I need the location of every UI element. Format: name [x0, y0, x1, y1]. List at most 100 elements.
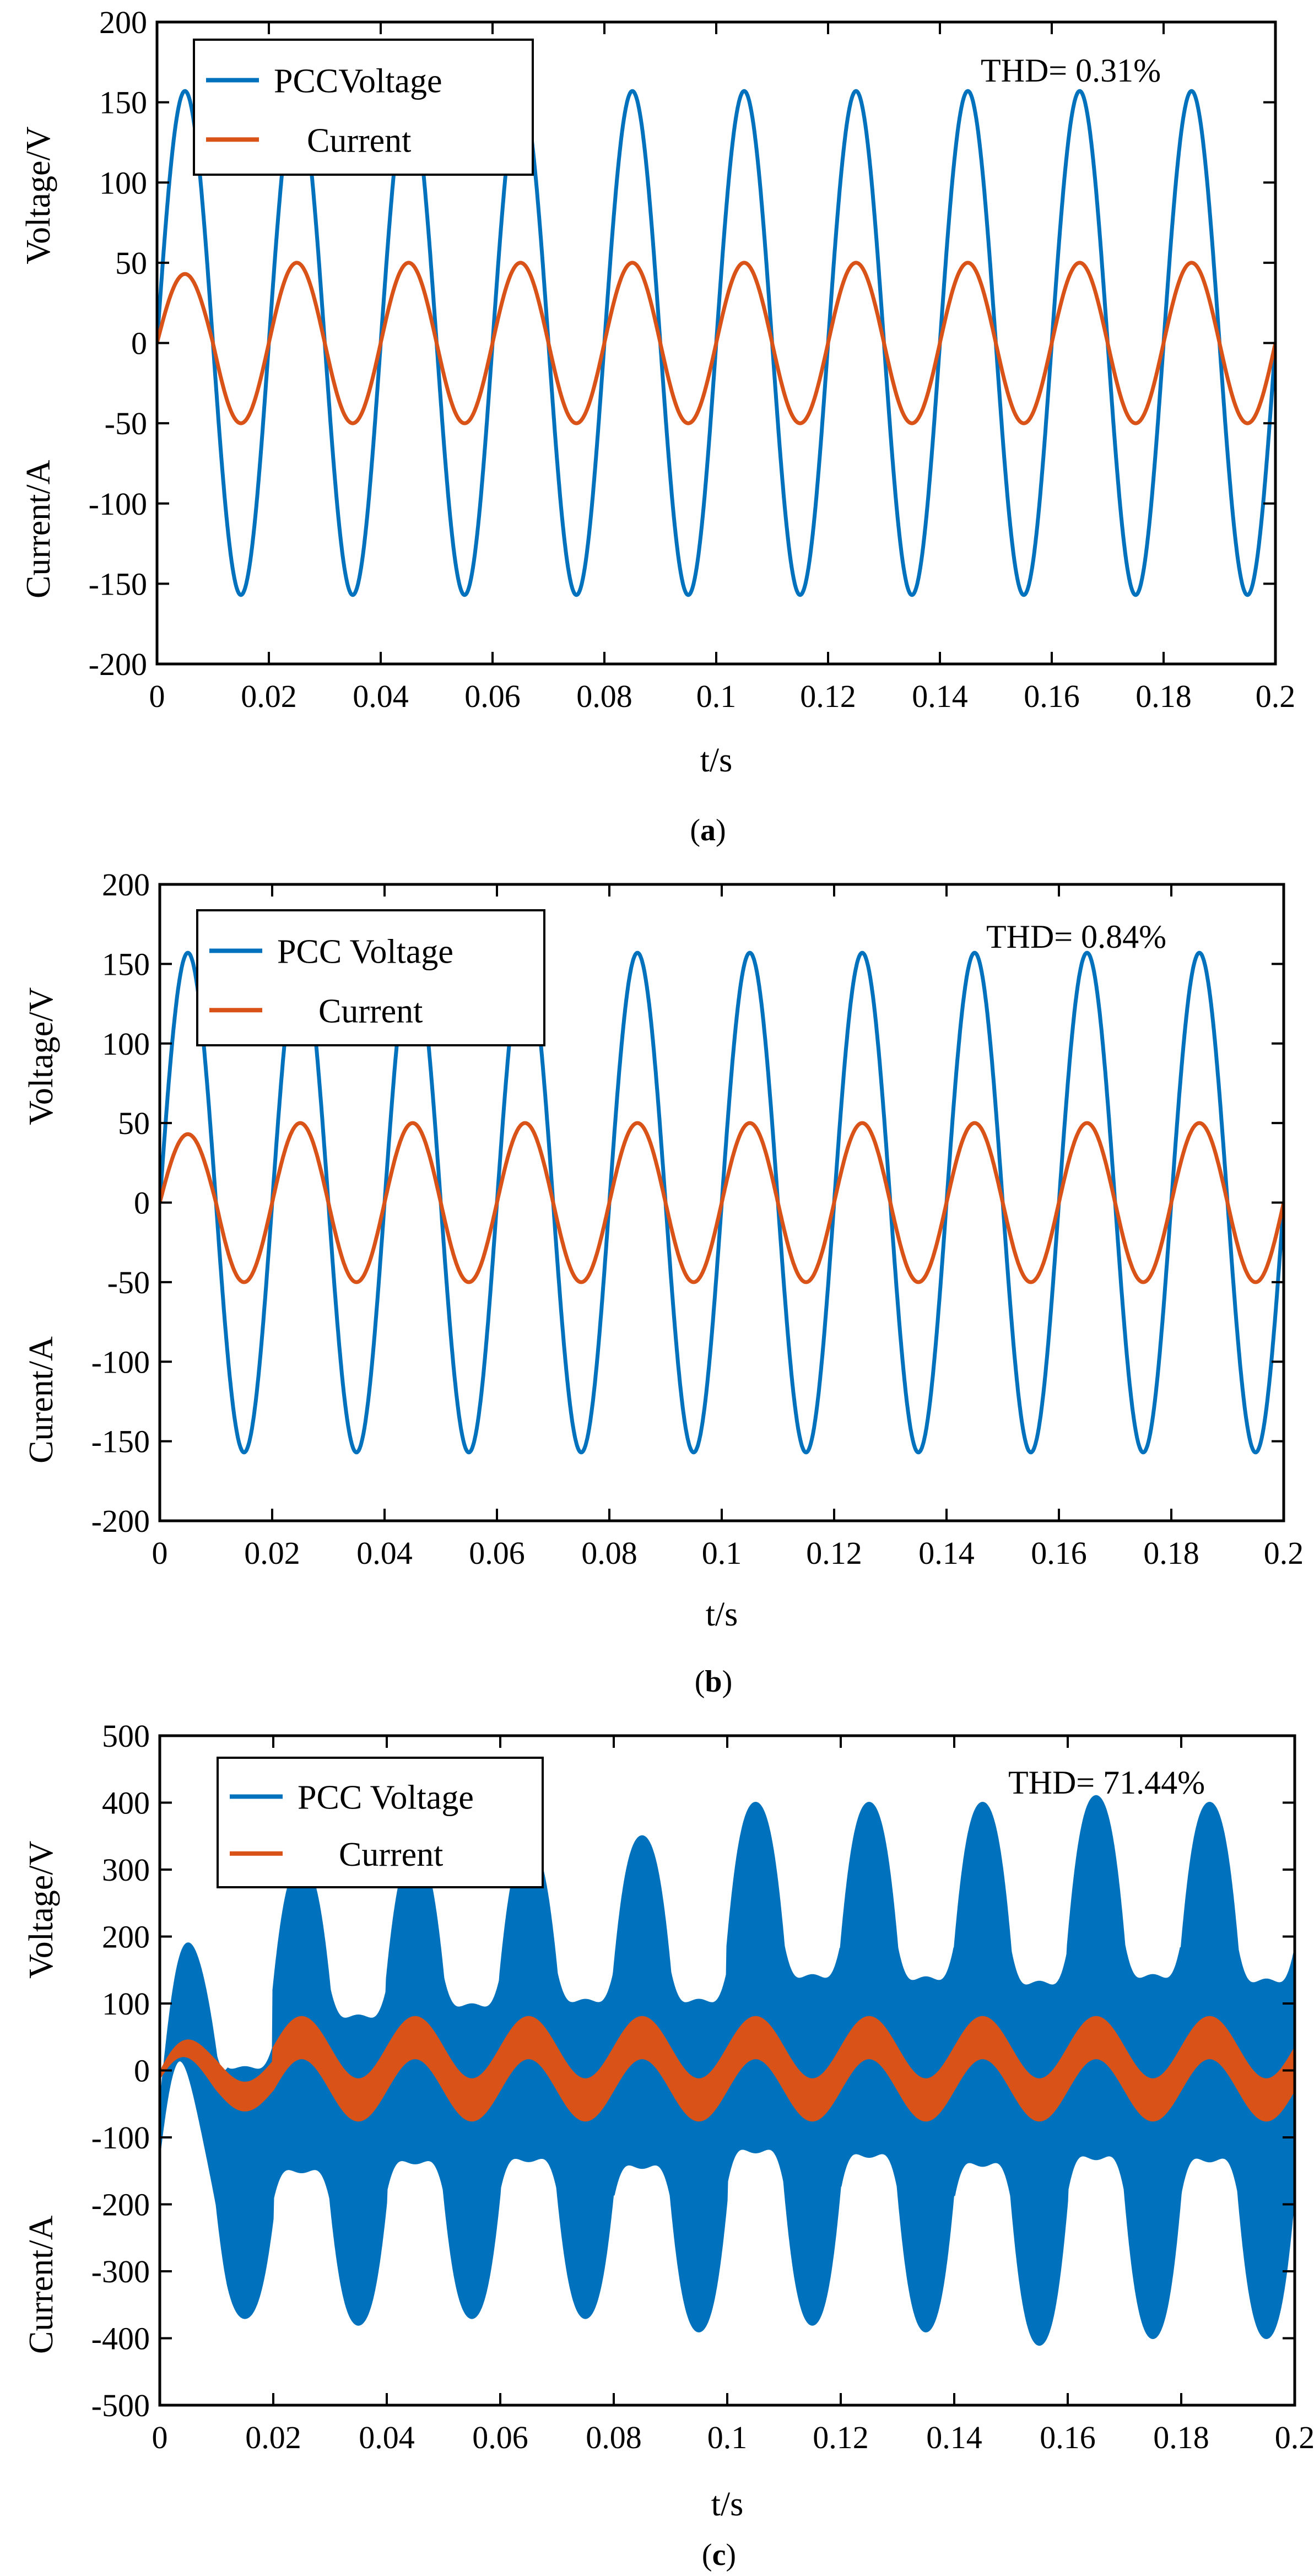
x-tick-label: 0.02 — [241, 678, 297, 714]
x-tick-label: 0.04 — [353, 678, 409, 714]
legend: PCC Voltage Current — [217, 1757, 544, 1888]
legend-box — [193, 39, 534, 176]
y-tick-label: 0 — [134, 1185, 150, 1221]
series-current — [157, 261, 1275, 425]
y-tick-label: 0 — [134, 2053, 150, 2089]
panel-caption: (c) — [702, 2538, 736, 2572]
y-tick-label: -300 — [91, 2254, 150, 2289]
legend: PCC Voltage Current — [196, 909, 545, 1046]
x-tick-label: 0.02 — [244, 1535, 300, 1571]
caption-letter: b — [705, 1665, 722, 1699]
y-tick-label: 200 — [102, 867, 150, 903]
caption-letter: a — [700, 813, 716, 847]
x-tick-label: 0 — [152, 2420, 168, 2455]
caption-letter: c — [712, 2538, 726, 2572]
y-axis-title: Voltage/V Curent/A — [23, 987, 60, 1463]
y-tick-label: -150 — [89, 566, 147, 602]
x-tick-label: 0.14 — [912, 678, 968, 714]
y-tick-label: -100 — [91, 1344, 150, 1380]
current-curve — [160, 2016, 1295, 2122]
x-tick-label: 0.02 — [245, 2420, 301, 2455]
thd-annotation: THD= 0.84% — [986, 919, 1166, 955]
y-tick-label: 400 — [102, 1785, 150, 1821]
y-tick-label: 50 — [118, 1105, 150, 1141]
legend-label-current: Current — [318, 992, 423, 1030]
caption-close-paren: ) — [726, 2538, 736, 2572]
legend-label-voltage: PCCVoltage — [274, 63, 442, 100]
y-tick-label: 100 — [99, 165, 147, 201]
x-tick-label: 0.2 — [1264, 1535, 1304, 1571]
y-tick-label: 500 — [102, 1718, 150, 1754]
panel-caption: (b) — [695, 1665, 732, 1699]
y-tick-label: 100 — [102, 1026, 150, 1062]
y-tick-label: -100 — [91, 2120, 150, 2156]
y-axis-title-voltage: Voltage/V — [20, 126, 57, 264]
y-tick-label: 200 — [102, 1919, 150, 1955]
y-axis-ticks: 200 150 100 50 0 -50 -100 -150 -200 — [91, 867, 1284, 1539]
y-axis-title-voltage: Voltage/V — [23, 987, 60, 1125]
thd-annotation: THD= 71.44% — [1008, 1764, 1205, 1801]
panel-caption: (a) — [690, 813, 726, 847]
legend-label-current: Current — [339, 1836, 443, 1873]
legend: PCCVoltage Current — [193, 39, 534, 176]
x-axis-ticks: 0 0.02 0.04 0.06 0.08 0.1 0.12 0.14 0.16 0.18 0.2 — [149, 22, 1295, 714]
y-tick-label: -400 — [91, 2321, 150, 2357]
x-tick-label: 0.16 — [1031, 1535, 1087, 1571]
x-tick-label: 0.04 — [359, 2420, 415, 2455]
x-tick-label: 0.18 — [1143, 1535, 1199, 1571]
x-tick-label: 0.12 — [813, 2420, 869, 2455]
thd-annotation: THD= 0.31% — [981, 52, 1161, 89]
x-tick-label: 0.18 — [1153, 2420, 1209, 2455]
current-curve — [160, 1121, 1284, 1284]
x-tick-label: 0.06 — [464, 678, 521, 714]
x-tick-label: 0.2 — [1275, 2420, 1314, 2455]
legend-box — [217, 1757, 544, 1888]
x-tick-label: 0.18 — [1135, 678, 1192, 714]
x-tick-label: 0.12 — [800, 678, 856, 714]
y-tick-label: -50 — [105, 406, 147, 441]
y-tick-label: 200 — [99, 4, 147, 40]
y-axis-title-current: Current/A — [20, 460, 57, 598]
x-axis-title: t/s — [711, 2486, 744, 2523]
x-tick-label: 0.06 — [469, 1535, 525, 1571]
x-tick-label: 0 — [149, 678, 165, 714]
legend-label-voltage: PCC Voltage — [298, 1779, 474, 1817]
x-tick-label: 0.1 — [696, 678, 737, 714]
series-current — [160, 2016, 1295, 2122]
y-tick-label: 0 — [131, 326, 147, 361]
caption-close-paren: ) — [722, 1665, 733, 1699]
current-curve — [157, 261, 1275, 425]
plot-area — [160, 951, 1284, 1455]
y-axis-title-current: Current/A — [23, 2215, 60, 2354]
y-axis-title-voltage: Voltage/V — [23, 1841, 60, 1979]
x-axis-ticks: 0 0.02 0.04 0.06 0.08 0.1 0.12 0.14 0.16 0.18 0.2 — [152, 1736, 1314, 2455]
x-tick-label: 0.14 — [926, 2420, 982, 2455]
y-tick-label: 50 — [115, 245, 147, 281]
x-axis-ticks: 0 0.02 0.04 0.06 0.08 0.1 0.12 0.14 0.16 0.18 0.2 — [152, 884, 1304, 1571]
y-axis-title: Voltage/V Current/A — [23, 1841, 60, 2354]
y-tick-label: -200 — [91, 2187, 150, 2223]
x-tick-label: 0.1 — [702, 1535, 742, 1571]
x-axis-title: t/s — [700, 742, 733, 779]
x-tick-label: 0.16 — [1040, 2420, 1096, 2455]
chart-panel-a: 0 0.02 0.04 0.06 0.08 0.1 0.12 0.14 0.16 0.18 0.2 … — [20, 4, 1295, 847]
y-axis-title-current: Curent/A — [23, 1336, 60, 1463]
legend-label-voltage: PCC Voltage — [277, 933, 453, 971]
x-tick-label: 0.12 — [806, 1535, 862, 1571]
legend-box — [196, 909, 545, 1046]
caption-open-paren: ( — [695, 1665, 705, 1699]
y-tick-label: -200 — [89, 646, 147, 682]
caption-open-paren: ( — [690, 813, 700, 847]
x-tick-label: 0 — [152, 1535, 168, 1571]
y-tick-label: 100 — [102, 1986, 150, 2022]
x-tick-label: 0.16 — [1024, 678, 1080, 714]
y-axis-ticks: 500 400 300 200 100 0 -100 -200 -300 -400 -500 — [91, 1718, 1295, 2423]
legend-label-current: Current — [307, 122, 411, 159]
plot-area — [157, 89, 1275, 597]
series-current — [160, 1121, 1284, 1284]
y-tick-label: 300 — [102, 1852, 150, 1888]
y-tick-label: 150 — [99, 85, 147, 121]
x-tick-label: 0.1 — [707, 2420, 748, 2455]
y-tick-label: 150 — [102, 946, 150, 982]
